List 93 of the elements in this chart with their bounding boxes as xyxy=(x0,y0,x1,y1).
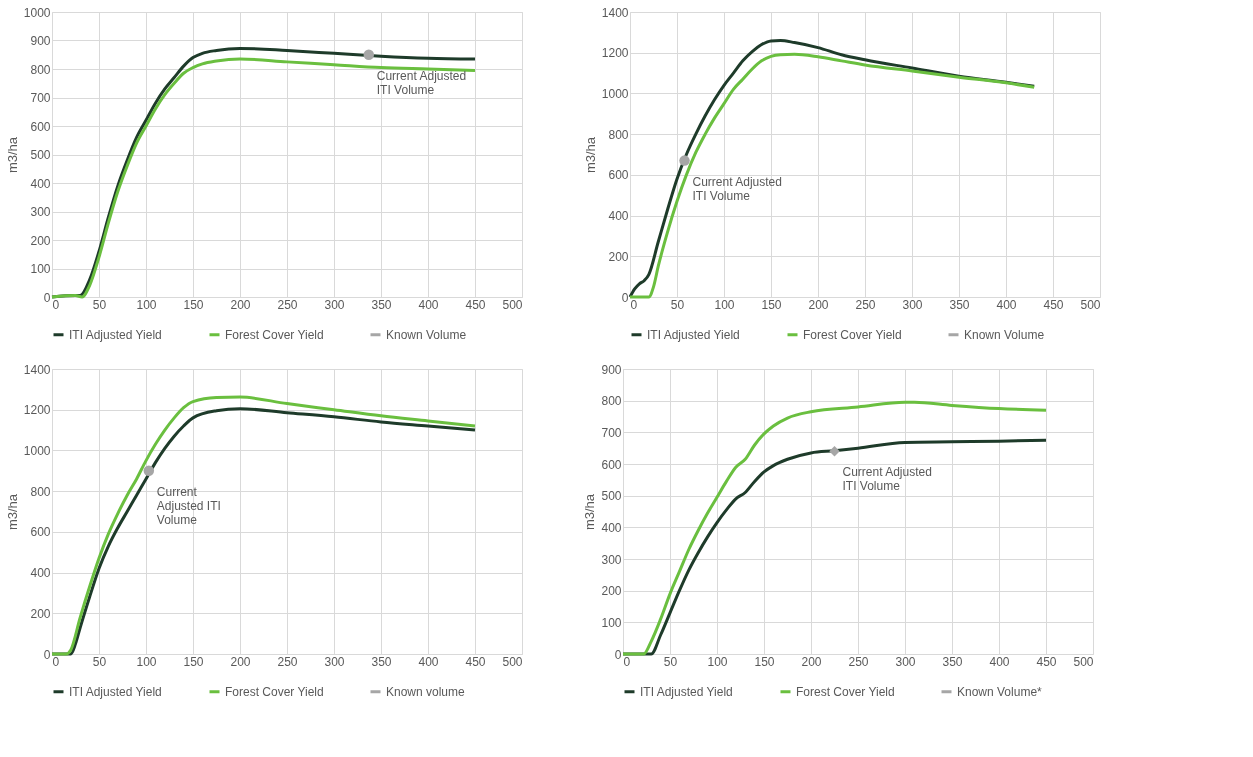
y-axis-title: m3/ha xyxy=(4,136,20,174)
y-axis-title: m3/ha xyxy=(582,136,598,174)
x-tick-label: 400 xyxy=(996,297,1017,312)
x-tick-label: 500 xyxy=(502,297,523,312)
x-tick-label: 200 xyxy=(230,297,251,312)
x-tick-label: 300 xyxy=(324,654,345,669)
y-tick-label: 800 xyxy=(30,62,51,77)
legend-label: Forest Cover Yield xyxy=(225,684,324,699)
y-tick-label: 600 xyxy=(601,457,622,472)
y-tick-label: 200 xyxy=(30,233,51,248)
x-tick-label: 100 xyxy=(707,654,728,669)
x-tick-label: 50 xyxy=(92,654,107,669)
y-tick-label: 600 xyxy=(30,525,51,540)
x-tick-label: 50 xyxy=(92,297,107,312)
annotation: Current Adjusted ITI Volume xyxy=(376,68,467,97)
x-tick-label: 150 xyxy=(183,654,204,669)
legend-label: ITI Adjusted Yield xyxy=(69,684,162,699)
x-tick-label: 150 xyxy=(761,297,782,312)
y-tick-label: 400 xyxy=(608,209,629,224)
y-tick-label: 1400 xyxy=(23,362,51,377)
x-tick-label: 250 xyxy=(277,297,298,312)
y-tick-label: 500 xyxy=(30,148,51,162)
y-tick-label: 800 xyxy=(608,127,629,142)
x-tick-label: 500 xyxy=(1080,297,1101,312)
y-tick-label: 300 xyxy=(601,552,622,567)
x-tick-label: 350 xyxy=(942,654,963,669)
legend-label: Known Volume xyxy=(386,327,467,342)
legend-label: ITI Adjusted Yield xyxy=(640,684,733,699)
y-tick-label: 900 xyxy=(601,362,622,377)
y-tick-label: 1400 xyxy=(601,5,629,20)
x-tick-label: 450 xyxy=(465,654,486,669)
x-tick-label: 300 xyxy=(902,297,923,312)
x-tick-label: 250 xyxy=(848,654,869,669)
y-tick-label: 900 xyxy=(30,34,51,48)
x-tick-label: 200 xyxy=(808,297,829,312)
y-tick-label: 400 xyxy=(30,566,51,581)
y-tick-label: 800 xyxy=(601,394,622,409)
x-tick-label: 500 xyxy=(1073,654,1094,669)
legend-label: Known Volume xyxy=(964,327,1045,342)
y-tick-label: 1000 xyxy=(23,443,51,458)
legend-label: Forest Cover Yield xyxy=(796,684,895,699)
y-tick-label: 200 xyxy=(30,606,51,621)
annotation: Current Adjusted ITI Volume xyxy=(692,174,782,203)
x-tick-label: 150 xyxy=(183,297,204,312)
legend-label: Known volume xyxy=(386,684,466,699)
legend-label: ITI Adjusted Yield xyxy=(647,327,740,342)
x-tick-label: 350 xyxy=(371,297,392,312)
y-tick-label: 500 xyxy=(601,489,622,504)
x-tick-label: 200 xyxy=(230,654,251,669)
x-tick-label: 50 xyxy=(663,654,678,669)
y-tick-label: 600 xyxy=(30,119,51,134)
y-tick-label: 100 xyxy=(601,615,622,630)
x-tick-label: 350 xyxy=(371,654,392,669)
x-tick-label: 350 xyxy=(949,297,970,312)
y-tick-label: 800 xyxy=(30,484,51,499)
annotation: Current Adjusted ITI Volume xyxy=(156,484,221,527)
y-tick-label: 1000 xyxy=(23,5,51,20)
x-tick-label: 500 xyxy=(502,654,523,669)
y-tick-label: 400 xyxy=(601,520,622,535)
legend-label: Known Volume* xyxy=(957,684,1043,699)
y-tick-label: 200 xyxy=(608,249,629,264)
y-tick-label: 700 xyxy=(30,91,51,105)
x-tick-label: 400 xyxy=(418,297,439,312)
x-tick-label: 250 xyxy=(277,654,298,669)
x-tick-label: 300 xyxy=(895,654,916,669)
x-tick-label: 200 xyxy=(801,654,822,669)
legend-label: ITI Adjusted Yield xyxy=(69,327,162,342)
annotation: Current Adjusted ITI Volume xyxy=(842,465,932,494)
x-tick-label: 50 xyxy=(670,297,685,312)
x-tick-label: 400 xyxy=(418,654,439,669)
legend-label: Forest Cover Yield xyxy=(225,327,324,342)
x-tick-label: 400 xyxy=(989,654,1010,669)
x-tick-label: 300 xyxy=(324,297,345,312)
y-tick-label: 400 xyxy=(30,176,51,191)
y-axis-title: m3/ha xyxy=(4,493,20,531)
x-tick-label: 100 xyxy=(714,297,735,312)
x-tick-label: 450 xyxy=(1036,654,1057,669)
y-axis-title: m3/ha xyxy=(582,493,598,531)
y-tick-label: 100 xyxy=(30,262,51,276)
x-tick-label: 150 xyxy=(754,654,775,669)
y-tick-label: 1200 xyxy=(601,46,629,61)
x-tick-label: 450 xyxy=(465,297,486,312)
y-tick-label: 200 xyxy=(601,584,622,599)
y-tick-label: 1000 xyxy=(601,86,629,101)
y-tick-label: 1200 xyxy=(23,403,51,418)
y-tick-label: 600 xyxy=(608,168,629,183)
y-tick-label: 300 xyxy=(30,205,51,219)
x-tick-label: 100 xyxy=(136,654,157,669)
legend-label: Forest Cover Yield xyxy=(803,327,902,342)
x-tick-label: 100 xyxy=(136,297,157,312)
y-tick-label: 700 xyxy=(601,425,622,440)
x-tick-label: 250 xyxy=(855,297,876,312)
x-tick-label: 450 xyxy=(1043,297,1064,312)
